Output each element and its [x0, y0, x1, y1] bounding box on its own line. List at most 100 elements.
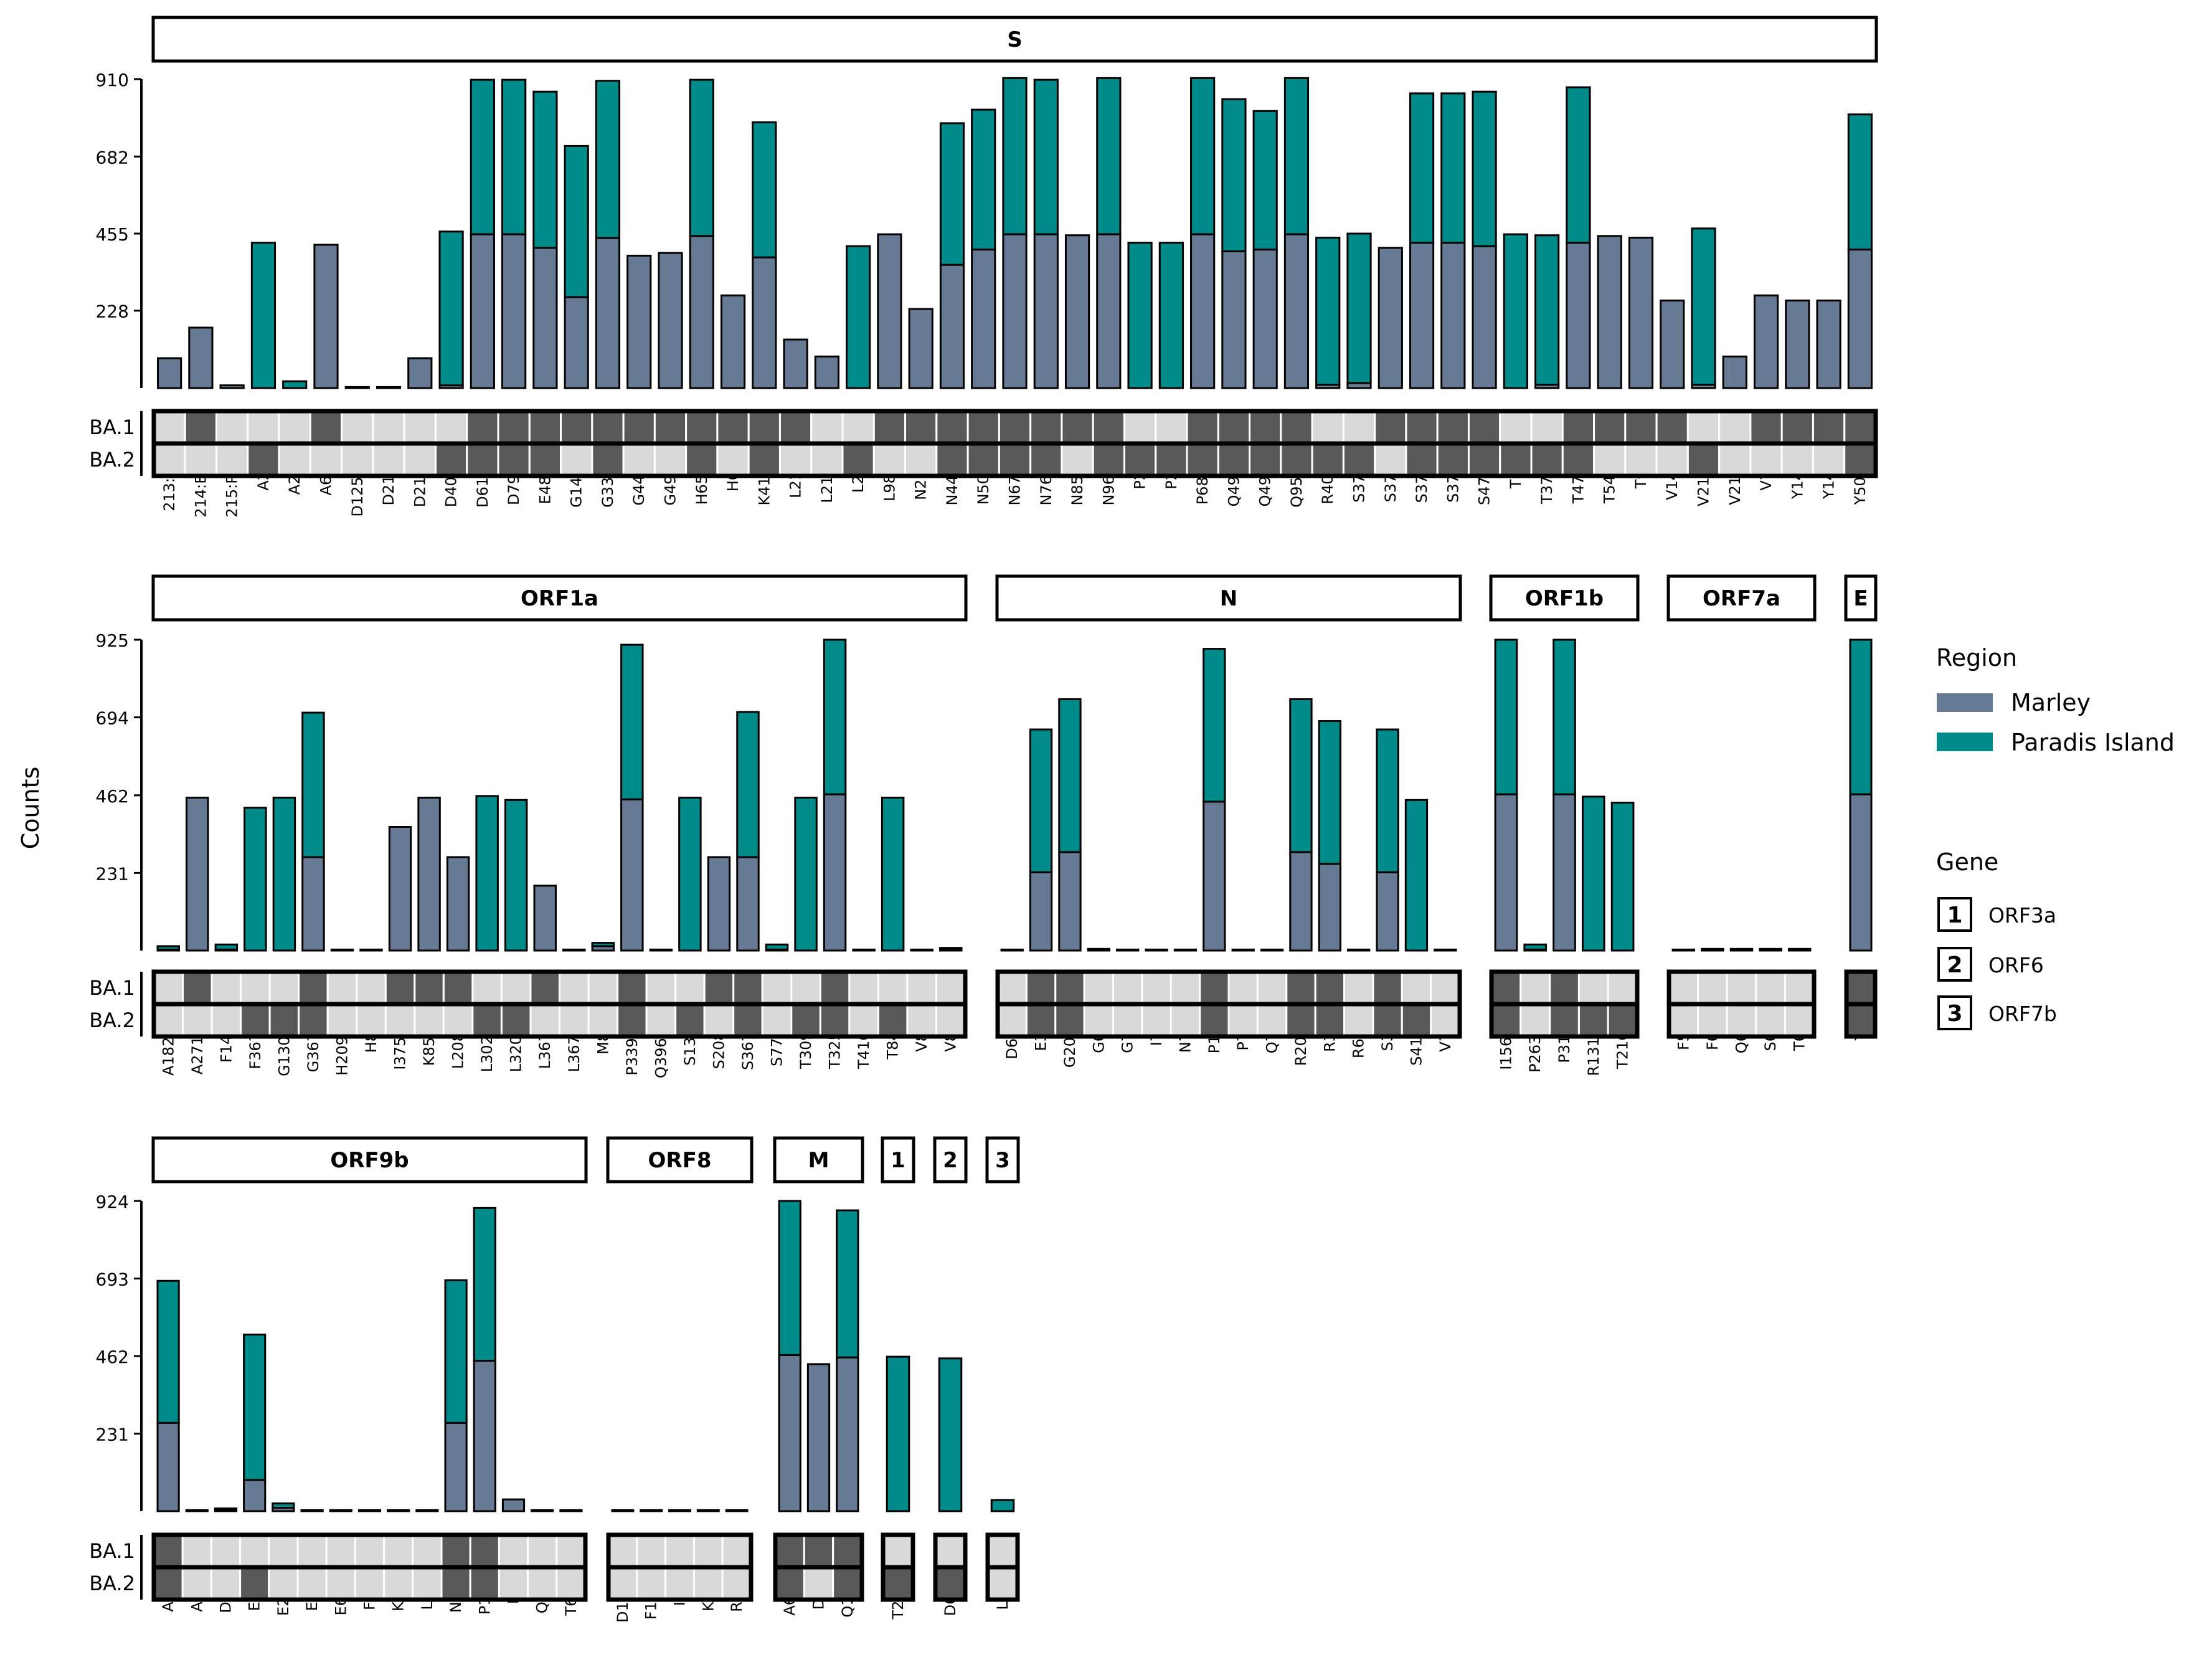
- lineage-cell-BA.1: [298, 970, 329, 1004]
- lineage-cell-BA.1: [414, 970, 445, 1004]
- bar-paradis: [272, 797, 296, 952]
- lineage-cell-BA.1: [240, 970, 271, 1004]
- bar-marley: [707, 856, 731, 952]
- lineage-cell-BA.2: [298, 1003, 329, 1037]
- facet-title: ORF7a: [1703, 586, 1780, 611]
- lineage-cell-BA.2: [182, 1003, 213, 1037]
- lineage-cell-BA.2: [1029, 442, 1063, 476]
- lineage-cell-BA.2: [778, 442, 813, 476]
- y-tick-label: 228: [96, 301, 129, 322]
- lineage-cell-BA.2: [1430, 1003, 1461, 1037]
- lineage-cell-BA.2: [1343, 1003, 1374, 1037]
- bar-marley: [564, 296, 589, 389]
- lineage-cell-BA.1: [372, 410, 405, 444]
- bar-paradis: [444, 1279, 468, 1424]
- bar-paradis: [501, 78, 527, 235]
- bar-marley: [313, 244, 339, 389]
- bar-marley: [156, 1421, 180, 1512]
- bar-marley: [611, 1509, 635, 1512]
- lineage-cell-BA.1: [716, 410, 750, 444]
- facet-strip-M: [773, 1136, 864, 1184]
- lineage-cell-BA.1: [934, 1534, 967, 1567]
- lineage-cell-BA.1: [341, 410, 374, 444]
- bar-marley: [1029, 871, 1053, 952]
- lineage-cell-BA.1: [1430, 970, 1461, 1004]
- lineage-cell-BA.2: [341, 442, 374, 476]
- lineage-cell-BA.1: [1718, 410, 1752, 444]
- lineage-cell-BA.1: [384, 970, 416, 1004]
- bar-paradis: [1252, 110, 1278, 251]
- bar-paradis: [1376, 728, 1399, 873]
- lineage-cell-BA.1: [1374, 410, 1407, 444]
- lineage-cell-BA.2: [732, 1003, 763, 1037]
- facet-strip-1: [881, 1136, 915, 1184]
- bar-paradis: [886, 1355, 910, 1512]
- facet-title: ORF9b: [330, 1148, 409, 1173]
- bar-marley: [877, 233, 902, 389]
- lineage-cell-BA.2: [325, 1566, 356, 1600]
- bar-marley: [1816, 299, 1841, 389]
- bar-paradis: [1610, 802, 1635, 952]
- lineage-cell-BA.2: [935, 1003, 967, 1037]
- bar-marley: [470, 233, 495, 389]
- bar-paradis: [1289, 698, 1313, 853]
- lineage-cell-BA.2: [500, 1003, 532, 1037]
- bar-paradis: [1503, 233, 1528, 389]
- bar-paradis: [689, 78, 714, 237]
- bar-paradis: [564, 145, 589, 298]
- lineage-cell-BA.1: [703, 970, 735, 1004]
- lineage-cell-BA.2: [587, 1003, 619, 1037]
- lineage-cell-BA.1: [325, 1534, 356, 1567]
- bar-marley: [359, 948, 383, 952]
- lineage-cell-BA.1: [882, 1534, 914, 1567]
- bar-paradis: [1409, 92, 1435, 244]
- bar-paradis: [620, 643, 644, 800]
- lineage-cell-BA.2: [1374, 442, 1407, 476]
- lineage-cell-BA.1: [1755, 970, 1786, 1004]
- lineage-cell-BA.1: [1311, 410, 1345, 444]
- bar-marley: [1434, 948, 1457, 952]
- lineage-cell-BA.2: [1561, 442, 1595, 476]
- lineage-label: BA.2: [89, 1008, 135, 1032]
- lineage-cell-BA.1: [1155, 410, 1188, 444]
- facet-title: ORF1b: [1525, 586, 1604, 611]
- lineage-cell-BA.2: [442, 1003, 474, 1037]
- lineage-cell-BA.2: [872, 442, 907, 476]
- lineage-cell-BA.2: [685, 442, 719, 476]
- bar-paradis: [736, 711, 760, 858]
- lineage-cell-BA.2: [1186, 442, 1219, 476]
- lineage-cell-BA.1: [774, 1534, 805, 1567]
- bar-marley: [1378, 247, 1403, 389]
- bar-marley: [1033, 233, 1059, 389]
- bar-marley: [649, 948, 673, 952]
- lineage-cell-BA.1: [617, 970, 648, 1004]
- lineage-cell-BA.1: [1199, 970, 1230, 1004]
- bar-paradis: [1523, 943, 1548, 951]
- bar-marley: [357, 1509, 382, 1512]
- bar-paradis: [1440, 92, 1466, 244]
- lineage-cell-BA.2: [747, 442, 781, 476]
- bar-paradis: [881, 797, 905, 952]
- lineage-cell-BA.2: [555, 1566, 587, 1600]
- lineage-cell-BA.1: [1436, 410, 1470, 444]
- legend-label-paradis: Paradis Island: [2011, 729, 2175, 756]
- lineage-cell-BA.2: [1311, 442, 1345, 476]
- lineage-cell-BA.2: [1607, 1003, 1638, 1037]
- lineage-cell-BA.1: [1342, 410, 1376, 444]
- lineage-cell-BA.1: [278, 410, 311, 444]
- bar-marley: [1701, 947, 1724, 952]
- bar-paradis: [1494, 638, 1518, 795]
- lineage-cell-BA.2: [1697, 1003, 1728, 1037]
- lineage-cell-BA.1: [210, 1534, 242, 1567]
- lineage-cell-BA.2: [1843, 442, 1877, 476]
- lineage-cell-BA.1: [1530, 410, 1564, 444]
- lineage-cell-BA.1: [1467, 410, 1501, 444]
- lineage-label: BA.1: [89, 976, 135, 1000]
- lineage-cell-BA.1: [906, 970, 937, 1004]
- facet-strip-N: [995, 574, 1462, 622]
- bar-marley: [533, 885, 557, 952]
- bar-marley: [696, 1509, 720, 1512]
- lineage-cell-BA.2: [184, 442, 218, 476]
- lineage-cell-BA.2: [617, 1003, 648, 1037]
- lineage-cell-BA.1: [1025, 970, 1057, 1004]
